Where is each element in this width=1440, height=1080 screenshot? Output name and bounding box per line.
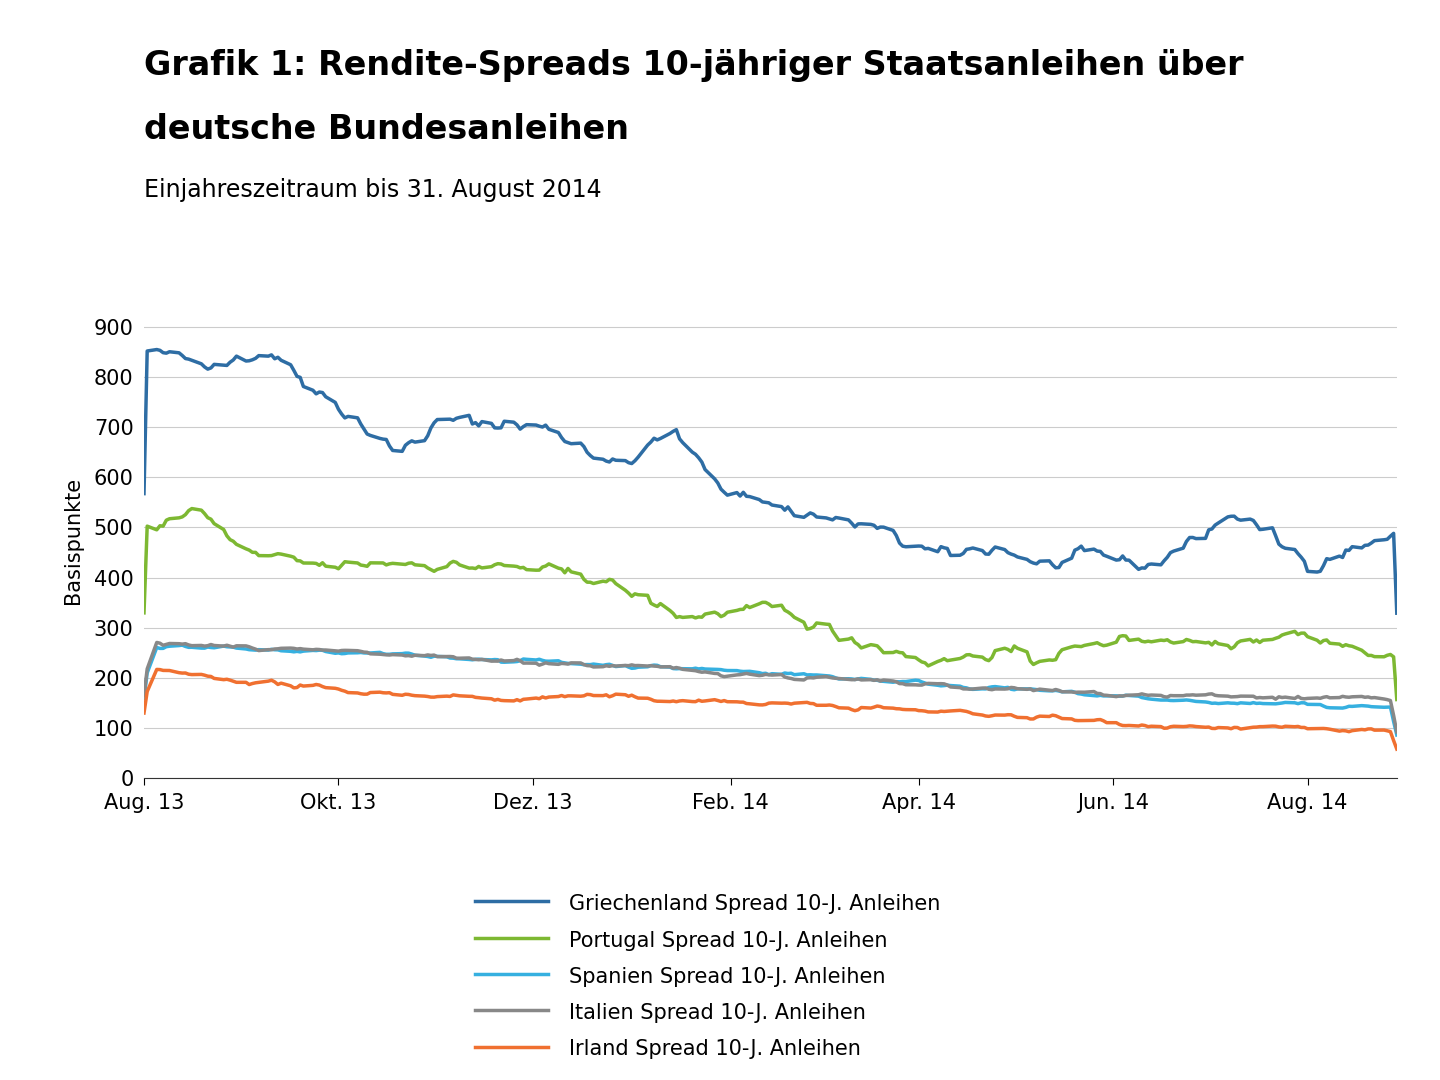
Y-axis label: Basispunkte: Basispunkte: [62, 476, 82, 604]
Line: Irland Spread 10-J. Anleihen: Irland Spread 10-J. Anleihen: [144, 670, 1397, 750]
Text: Einjahreszeitraum bis 31. August 2014: Einjahreszeitraum bis 31. August 2014: [144, 178, 602, 202]
Line: Griechenland Spread 10-J. Anleihen: Griechenland Spread 10-J. Anleihen: [144, 350, 1397, 613]
Text: Grafik 1: Rendite-Spreads 10-jähriger Staatsanleihen über: Grafik 1: Rendite-Spreads 10-jähriger St…: [144, 49, 1244, 82]
Line: Portugal Spread 10-J. Anleihen: Portugal Spread 10-J. Anleihen: [144, 509, 1397, 700]
Line: Italien Spread 10-J. Anleihen: Italien Spread 10-J. Anleihen: [144, 643, 1397, 732]
Legend: Griechenland Spread 10-J. Anleihen, Portugal Spread 10-J. Anleihen, Spanien Spre: Griechenland Spread 10-J. Anleihen, Port…: [475, 892, 940, 1059]
Text: deutsche Bundesanleihen: deutsche Bundesanleihen: [144, 113, 629, 147]
Line: Spanien Spread 10-J. Anleihen: Spanien Spread 10-J. Anleihen: [144, 645, 1397, 735]
